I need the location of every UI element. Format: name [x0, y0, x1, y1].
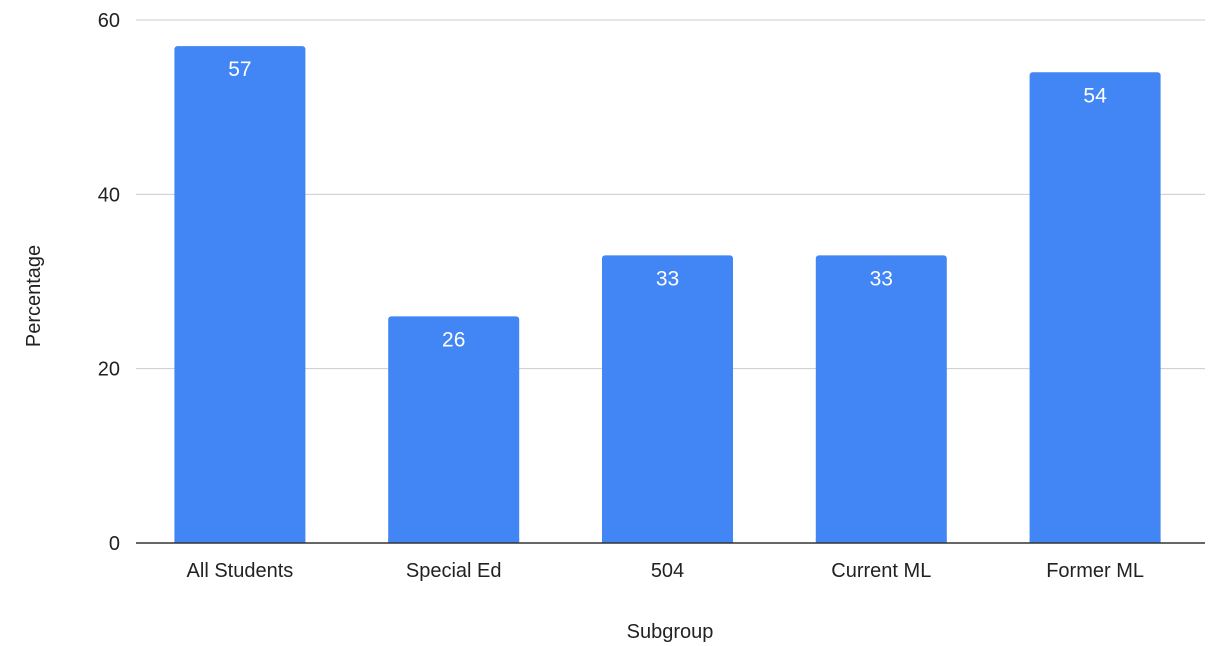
- x-tick-label: Current ML: [831, 560, 931, 582]
- bars: [174, 46, 1161, 544]
- bar-base: [1029, 539, 1161, 543]
- y-axis-title: Percentage: [23, 245, 45, 347]
- data-label: 54: [1083, 84, 1107, 107]
- data-label: 33: [656, 267, 679, 290]
- y-tick-label: 40: [98, 184, 120, 206]
- bar-base: [388, 539, 520, 543]
- y-tick-label: 20: [98, 359, 120, 381]
- bar: [1029, 72, 1161, 544]
- x-tick-label: 504: [651, 560, 684, 582]
- bar: [815, 255, 947, 543]
- x-tick-label: All Students: [187, 560, 294, 582]
- x-axis-title: Subgroup: [627, 621, 714, 643]
- data-labels: 57 26 33 33 54: [228, 58, 1107, 351]
- bar-base: [815, 539, 947, 543]
- bar: [602, 255, 733, 543]
- bar: [174, 46, 306, 544]
- x-tick-label: Former ML: [1046, 560, 1144, 582]
- y-tick-label: 60: [98, 10, 120, 32]
- x-tick-label: Special Ed: [406, 560, 502, 582]
- y-tick-label: 0: [109, 533, 120, 555]
- bar-base: [174, 539, 306, 543]
- bar-base: [602, 539, 733, 543]
- axes: 0 20 40 60 All Students Special Ed 504 Current …: [98, 10, 1205, 582]
- data-label: 33: [870, 267, 893, 290]
- data-label: 57: [228, 58, 251, 81]
- data-label: 26: [442, 328, 465, 351]
- bar: [388, 316, 520, 543]
